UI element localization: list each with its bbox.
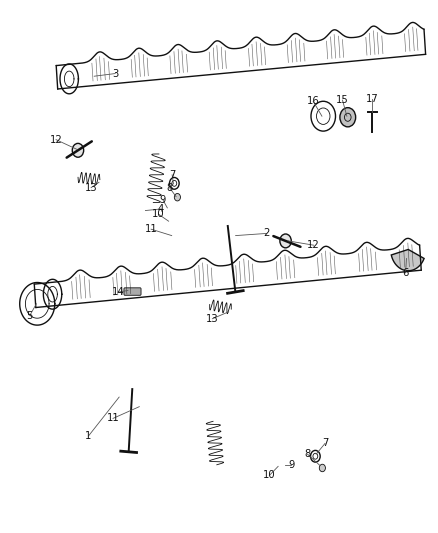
Text: 8: 8 xyxy=(304,449,311,459)
Text: 3: 3 xyxy=(112,69,118,78)
Text: 12: 12 xyxy=(49,135,63,144)
Text: 11: 11 xyxy=(145,224,158,234)
Circle shape xyxy=(174,193,180,201)
Text: 6: 6 xyxy=(403,268,409,278)
Text: 17: 17 xyxy=(366,94,379,103)
Text: 5: 5 xyxy=(27,311,33,320)
Text: 12: 12 xyxy=(307,240,320,250)
FancyBboxPatch shape xyxy=(124,288,141,295)
Text: 15: 15 xyxy=(336,95,349,105)
Text: 8: 8 xyxy=(166,183,173,192)
Text: 1: 1 xyxy=(85,431,92,441)
Text: 16: 16 xyxy=(307,96,320,106)
Circle shape xyxy=(72,143,84,157)
Text: 2: 2 xyxy=(263,229,269,238)
Circle shape xyxy=(340,108,356,127)
Text: 13: 13 xyxy=(85,183,97,192)
Text: 10: 10 xyxy=(263,471,276,480)
Text: 13: 13 xyxy=(206,314,219,324)
Circle shape xyxy=(280,234,291,248)
Text: 9: 9 xyxy=(288,460,294,470)
Text: 4: 4 xyxy=(158,204,164,214)
Polygon shape xyxy=(391,249,424,271)
Text: 7: 7 xyxy=(322,439,328,448)
Circle shape xyxy=(319,464,325,472)
Text: 7: 7 xyxy=(169,170,175,180)
Text: 9: 9 xyxy=(160,195,166,205)
Text: 14: 14 xyxy=(112,287,124,297)
Text: 11: 11 xyxy=(106,414,120,423)
Text: 10: 10 xyxy=(152,209,165,219)
